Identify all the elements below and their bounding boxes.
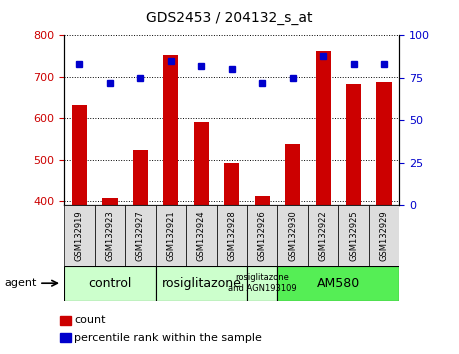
Bar (64, 205, 95, 266)
Bar (163, 55, 179, 205)
Bar (308, 205, 338, 266)
Bar (60, 333, 71, 342)
Bar (278, 205, 308, 266)
Text: rosiglitazone: rosiglitazone (162, 277, 241, 290)
Bar (194, 122, 209, 205)
Bar (217, 205, 247, 266)
Text: GSM132928: GSM132928 (227, 210, 236, 261)
Bar (156, 266, 247, 301)
Bar (278, 266, 399, 301)
Bar (72, 105, 87, 205)
Bar (376, 82, 392, 205)
Text: agent: agent (5, 278, 37, 288)
Bar (247, 205, 278, 266)
Bar (186, 205, 217, 266)
Text: GSM132924: GSM132924 (197, 210, 206, 261)
Bar (338, 205, 369, 266)
Text: GSM132927: GSM132927 (136, 210, 145, 261)
Text: GSM132926: GSM132926 (258, 210, 267, 261)
Text: GSM132923: GSM132923 (106, 210, 114, 261)
Bar (125, 205, 156, 266)
Text: GSM132930: GSM132930 (288, 210, 297, 261)
Bar (133, 150, 148, 205)
Bar (60, 316, 71, 325)
Bar (156, 205, 186, 266)
Text: GDS2453 / 204132_s_at: GDS2453 / 204132_s_at (146, 11, 313, 25)
Bar (95, 205, 125, 266)
Bar (102, 198, 118, 205)
Text: GSM132929: GSM132929 (380, 210, 389, 261)
Text: GSM132925: GSM132925 (349, 210, 358, 261)
Text: rosiglitazone
and AGN193109: rosiglitazone and AGN193109 (228, 274, 297, 293)
Bar (369, 205, 399, 266)
Text: control: control (88, 277, 132, 290)
Bar (285, 144, 300, 205)
Bar (64, 266, 156, 301)
Text: count: count (74, 315, 106, 325)
Bar (255, 196, 270, 205)
Text: AM580: AM580 (317, 277, 360, 290)
Text: GSM132921: GSM132921 (166, 210, 175, 261)
Bar (247, 266, 278, 301)
Text: percentile rank within the sample: percentile rank within the sample (74, 333, 262, 343)
Bar (224, 162, 240, 205)
Bar (316, 51, 331, 205)
Text: GSM132922: GSM132922 (319, 210, 328, 261)
Bar (346, 84, 361, 205)
Text: GSM132919: GSM132919 (75, 210, 84, 261)
